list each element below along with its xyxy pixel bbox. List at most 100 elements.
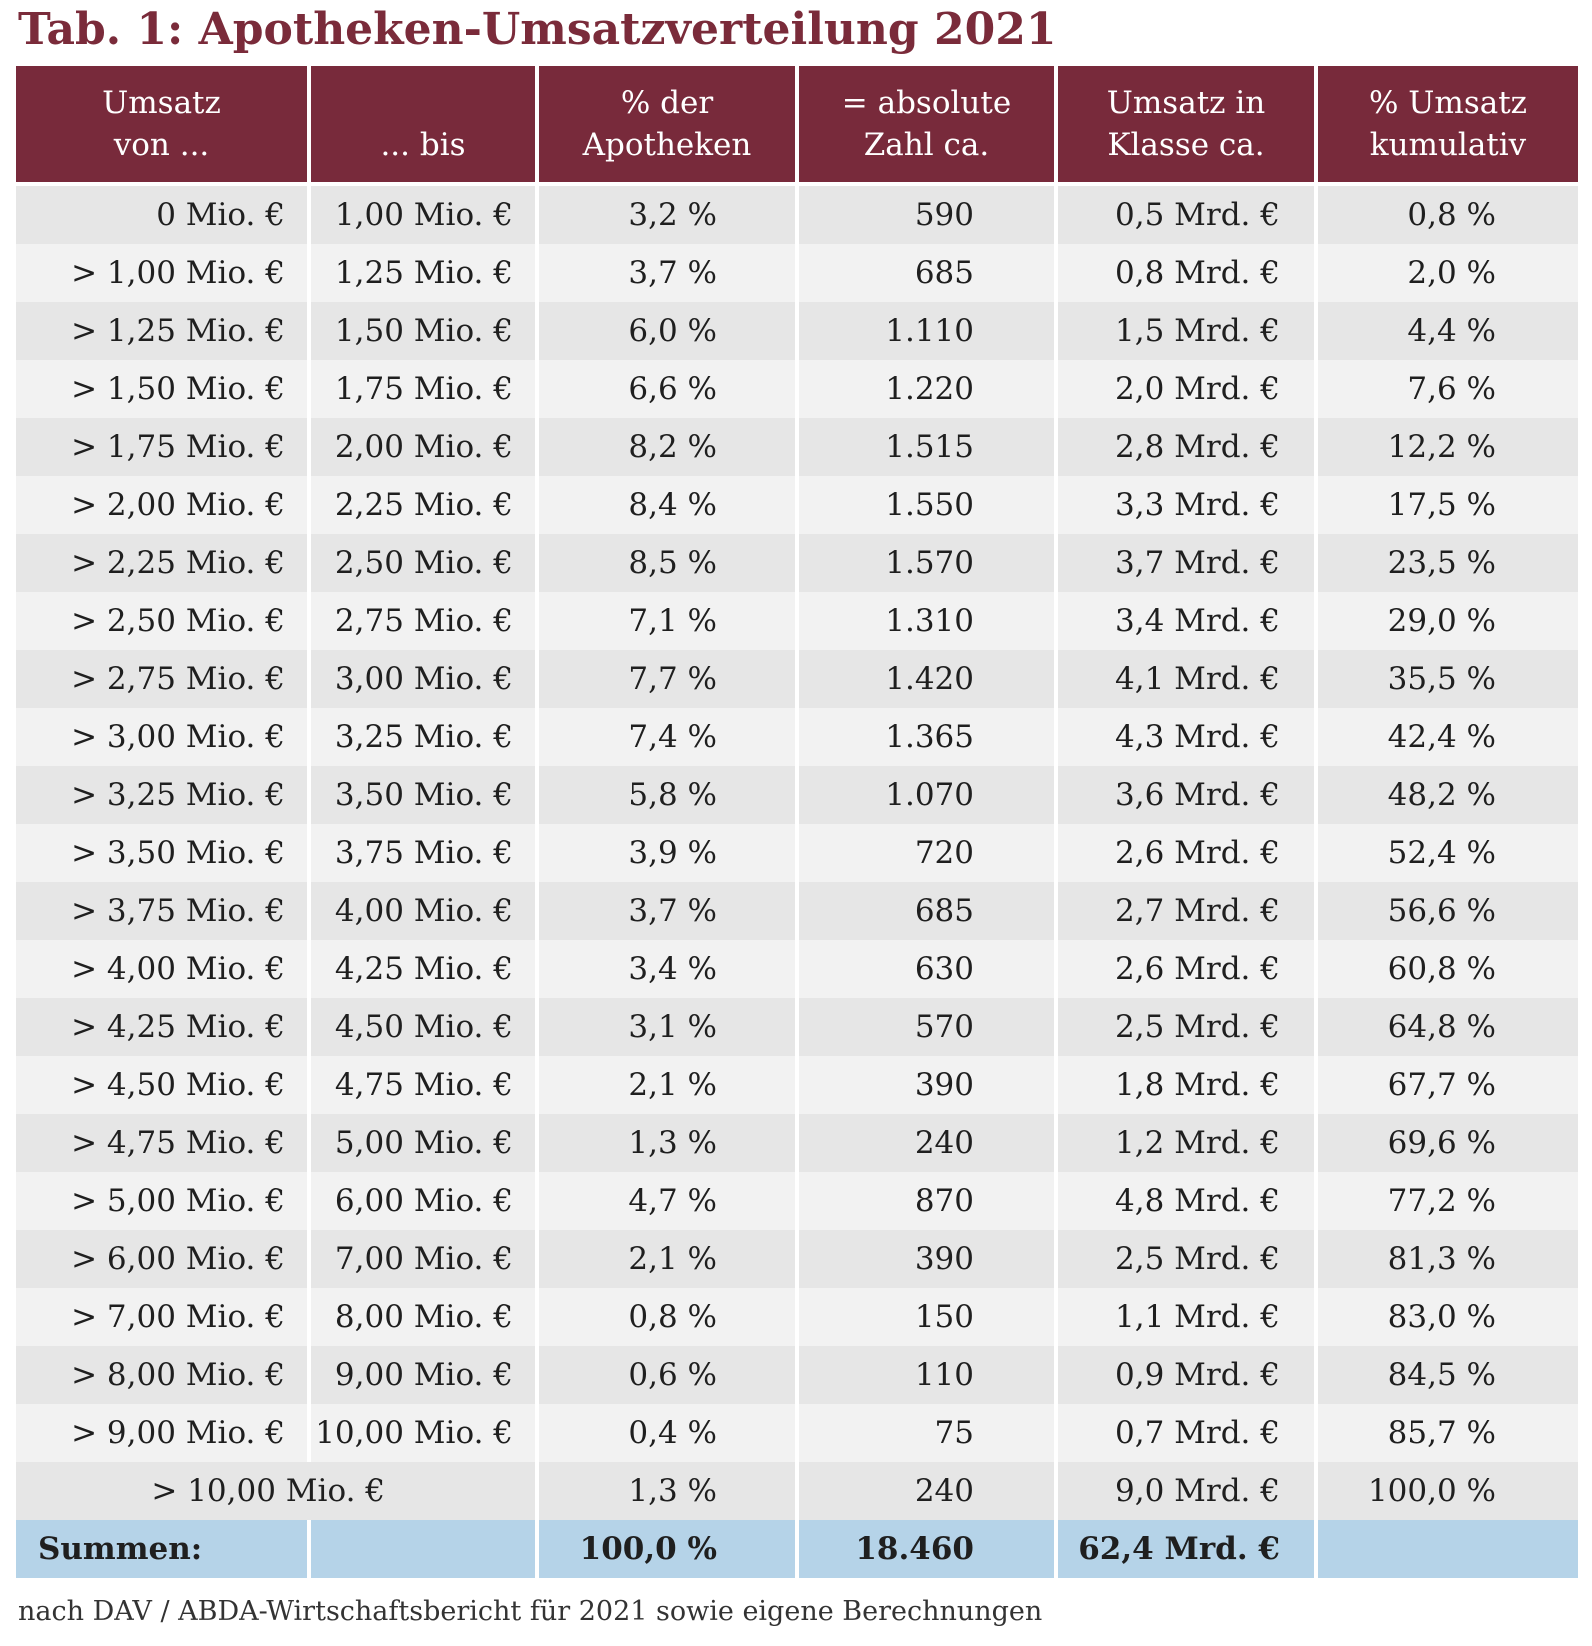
cell-absolute: 1.070 — [799, 766, 1058, 824]
cell-to: 4,00 Mio. € — [311, 882, 539, 940]
cell-from: > 6,00 Mio. € — [16, 1230, 311, 1288]
cell-from: > 4,00 Mio. € — [16, 940, 311, 998]
cell-revenue: 3,4 Mrd. € — [1058, 592, 1318, 650]
table-row: > 1,50 Mio. €1,75 Mio. €6,6 % 1.220 2,0 Mr… — [16, 360, 1578, 418]
cell-absolute: 685 — [799, 244, 1058, 302]
cell-cumulative: 83,0 % — [1318, 1288, 1578, 1346]
cell-percent: 3,1 % — [539, 998, 799, 1056]
cell-from: > 7,00 Mio. € — [16, 1288, 311, 1346]
header-revenue-in-class: Umsatz in Klasse ca. — [1058, 66, 1318, 186]
cell-absolute: 870 — [799, 1172, 1058, 1230]
table-row: > 5,00 Mio. €6,00 Mio. €4,7 % 870 4,8 Mrd.… — [16, 1172, 1578, 1230]
cell-absolute: 570 — [799, 998, 1058, 1056]
cell-revenue: 1,2 Mrd. € — [1058, 1114, 1318, 1172]
header-revenue-cumulative: % Umsatz kumulativ — [1318, 66, 1578, 186]
cell-cumulative: 64,8 % — [1318, 998, 1578, 1056]
cell-from: > 2,75 Mio. € — [16, 650, 311, 708]
cell-cumulative: 77,2 % — [1318, 1172, 1578, 1230]
cell-percent: 3,4 % — [539, 940, 799, 998]
cell-cumulative: 56,6 % — [1318, 882, 1578, 940]
revenue-distribution-table: Umsatz von ... ... bis % der Apotheken =… — [16, 66, 1578, 1578]
cell-revenue: 3,3 Mrd. € — [1058, 476, 1318, 534]
totals-percent: 100,0 % — [539, 1520, 799, 1578]
header-line: = absolute — [841, 85, 1012, 121]
cell-absolute: 390 — [799, 1230, 1058, 1288]
cell-from: > 5,00 Mio. € — [16, 1172, 311, 1230]
cell-percent: 3,7 % — [539, 244, 799, 302]
cell-absolute: 390 — [799, 1056, 1058, 1114]
cell-from: > 8,00 Mio. € — [16, 1346, 311, 1404]
cell-absolute: 1.550 — [799, 476, 1058, 534]
cell-revenue: 2,7 Mrd. € — [1058, 882, 1318, 940]
cell-revenue: 2,6 Mrd. € — [1058, 824, 1318, 882]
cell-to: 4,50 Mio. € — [311, 998, 539, 1056]
table-row: > 9,00 Mio. €10,00 Mio. €0,4 % 75 0,7 Mrd.… — [16, 1404, 1578, 1462]
cell-percent: 3,7 % — [539, 882, 799, 940]
header-line: Umsatz — [102, 85, 221, 121]
header-line: kumulativ — [1369, 127, 1527, 163]
cell-absolute: 590 — [799, 186, 1058, 244]
totals-revenue: 62,4 Mrd. € — [1058, 1520, 1318, 1578]
cell-from: > 1,75 Mio. € — [16, 418, 311, 476]
cell-percent: 6,0 % — [539, 302, 799, 360]
header-bis: ... bis — [311, 66, 539, 186]
cell-to: 3,25 Mio. € — [311, 708, 539, 766]
cell-to: 4,25 Mio. € — [311, 940, 539, 998]
cell-absolute: 630 — [799, 940, 1058, 998]
cell-from: > 2,25 Mio. € — [16, 534, 311, 592]
cell-cumulative: 84,5 % — [1318, 1346, 1578, 1404]
header-line: ... bis — [380, 127, 466, 163]
cell-revenue: 9,0 Mrd. € — [1058, 1462, 1318, 1520]
cell-revenue: 2,6 Mrd. € — [1058, 940, 1318, 998]
cell-cumulative: 48,2 % — [1318, 766, 1578, 824]
table-header: Umsatz von ... ... bis % der Apotheken =… — [16, 66, 1578, 186]
table-row: > 4,75 Mio. €5,00 Mio. €1,3 % 240 1,2 Mrd.… — [16, 1114, 1578, 1172]
cell-from: > 1,25 Mio. € — [16, 302, 311, 360]
cell-revenue: 0,5 Mrd. € — [1058, 186, 1318, 244]
cell-from: > 3,25 Mio. € — [16, 766, 311, 824]
cell-revenue: 4,8 Mrd. € — [1058, 1172, 1318, 1230]
table-row: > 1,00 Mio. €1,25 Mio. €3,7 % 685 0,8 Mrd.… — [16, 244, 1578, 302]
cell-revenue: 0,8 Mrd. € — [1058, 244, 1318, 302]
cell-from: 0 Mio. € — [16, 186, 311, 244]
cell-revenue: 1,1 Mrd. € — [1058, 1288, 1318, 1346]
cell-absolute: 110 — [799, 1346, 1058, 1404]
cell-absolute: 240 — [799, 1114, 1058, 1172]
cell-percent: 3,2 % — [539, 186, 799, 244]
cell-cumulative: 42,4 % — [1318, 708, 1578, 766]
cell-from: > 3,75 Mio. € — [16, 882, 311, 940]
cell-revenue: 0,7 Mrd. € — [1058, 1404, 1318, 1462]
cell-cumulative: 52,4 % — [1318, 824, 1578, 882]
cell-from: > 3,00 Mio. € — [16, 708, 311, 766]
cell-absolute: 240 — [799, 1462, 1058, 1520]
cell-cumulative: 4,4 % — [1318, 302, 1578, 360]
cell-percent: 0,6 % — [539, 1346, 799, 1404]
totals-empty-cell — [1318, 1520, 1578, 1578]
source-footnote: nach DAV / ABDA-Wirtschaftsbericht für 2… — [18, 1596, 1043, 1627]
cell-percent: 8,2 % — [539, 418, 799, 476]
cell-cumulative: 17,5 % — [1318, 476, 1578, 534]
table-row: > 3,75 Mio. €4,00 Mio. €3,7 % 685 2,7 Mrd.… — [16, 882, 1578, 940]
cell-range-merged: > 10,00 Mio. € — [16, 1462, 539, 1520]
cell-percent: 0,8 % — [539, 1288, 799, 1346]
cell-from: > 2,00 Mio. € — [16, 476, 311, 534]
totals-label: Summen: — [16, 1520, 311, 1578]
cell-to: 1,25 Mio. € — [311, 244, 539, 302]
cell-absolute: 1.420 — [799, 650, 1058, 708]
cell-to: 10,00 Mio. € — [311, 1404, 539, 1462]
cell-from: > 4,50 Mio. € — [16, 1056, 311, 1114]
cell-absolute: 1.570 — [799, 534, 1058, 592]
cell-percent: 8,4 % — [539, 476, 799, 534]
cell-cumulative: 60,8 % — [1318, 940, 1578, 998]
cell-cumulative: 81,3 % — [1318, 1230, 1578, 1288]
cell-absolute: 75 — [799, 1404, 1058, 1462]
cell-percent: 6,6 % — [539, 360, 799, 418]
header-line: Klasse ca. — [1107, 127, 1265, 163]
table-row: > 1,25 Mio. €1,50 Mio. €6,0 % 1.110 1,5 Mr… — [16, 302, 1578, 360]
table-body: 0 Mio. €1,00 Mio. €3,2 % 590 0,5 Mrd. €0,8… — [16, 186, 1578, 1578]
cell-to: 9,00 Mio. € — [311, 1346, 539, 1404]
header-line: Zahl ca. — [863, 127, 990, 163]
table-row: > 8,00 Mio. €9,00 Mio. €0,6 % 110 0,9 Mrd.… — [16, 1346, 1578, 1404]
table-row: > 2,50 Mio. €2,75 Mio. €7,1 % 1.310 3,4 Mr… — [16, 592, 1578, 650]
cell-percent: 8,5 % — [539, 534, 799, 592]
